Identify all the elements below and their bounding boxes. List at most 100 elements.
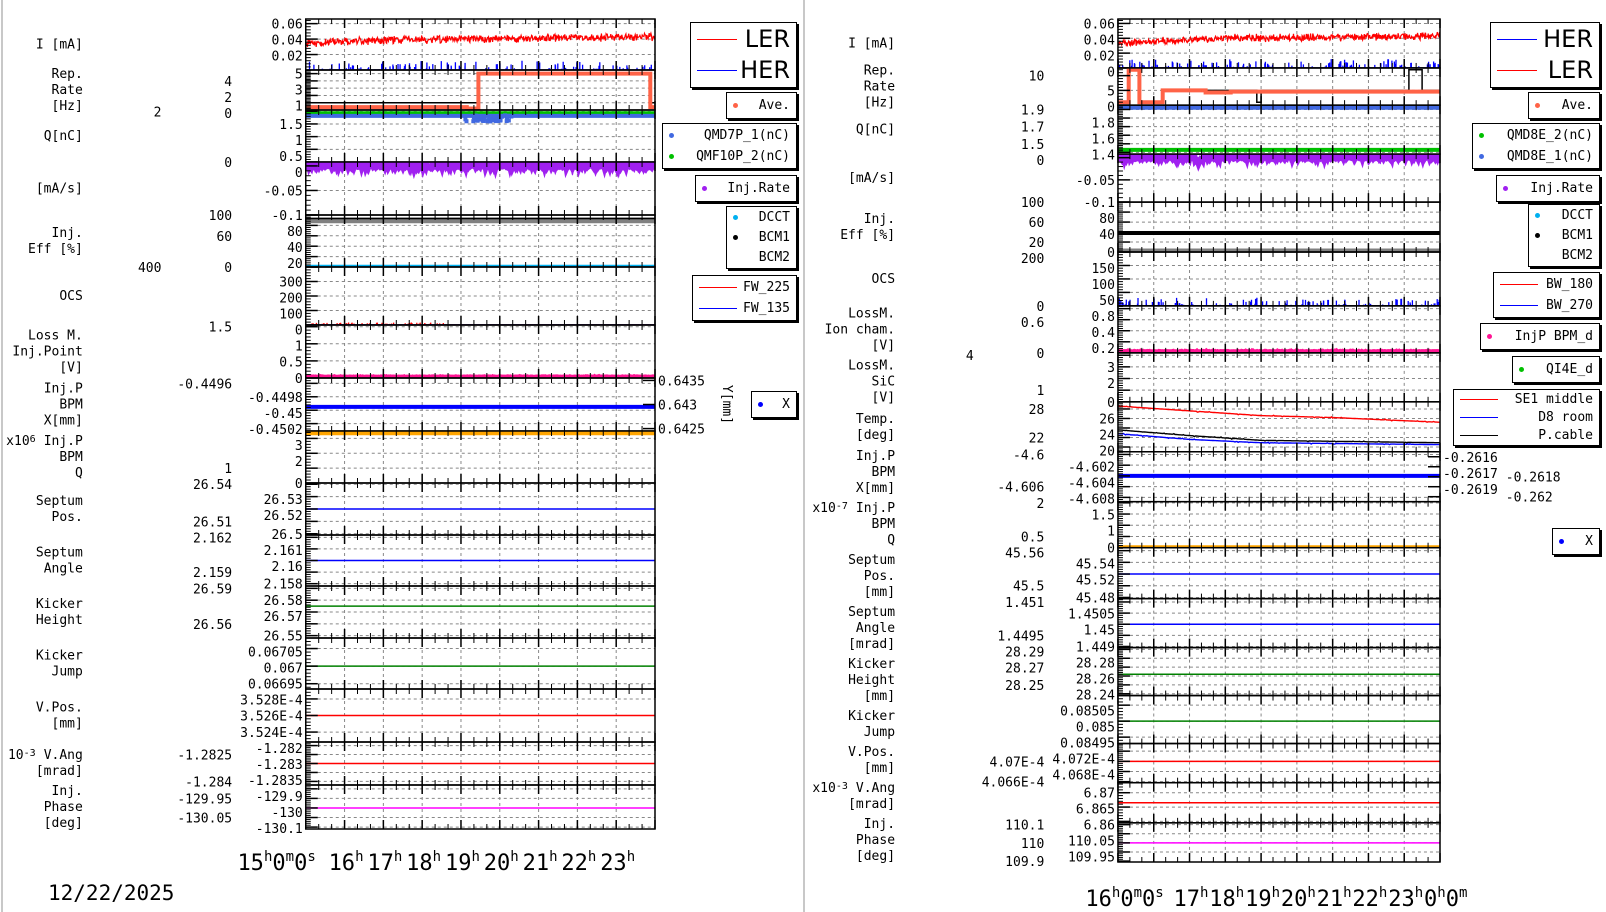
legend-box: Ave. — [726, 92, 797, 119]
y-axis-label: I [mA] — [36, 38, 83, 53]
y-axis-label: Septum — [848, 553, 895, 568]
y-tick-label: -0.4502 — [248, 423, 303, 438]
y-tick-label: 0.4 — [1091, 326, 1115, 341]
y-tick-label: 20 — [1099, 444, 1115, 459]
legend-entry: FW_225 — [699, 279, 790, 296]
y-tick-label: 50 — [1099, 294, 1115, 309]
y-tick-label: 1.7 — [1021, 121, 1044, 136]
axis-multiplier: x10-7 — [812, 501, 848, 516]
y-tick-label: -0.45 — [264, 407, 303, 422]
y-tick-label: 1 — [1107, 524, 1115, 539]
panel-10 — [1117, 500, 1441, 549]
y-axis-label: OCS — [872, 272, 895, 287]
y-tick-label: 3 — [1107, 361, 1115, 376]
legend-line-icon — [1460, 416, 1498, 418]
panel-17 — [1117, 822, 1441, 863]
time-tick-label: 22h — [1352, 885, 1387, 912]
legend-label: LER — [1547, 56, 1593, 84]
panel-15 — [1117, 742, 1441, 784]
legend-box: DCCT BCM1 BCM2 — [726, 206, 797, 269]
y-tick-label: 28.25 — [1005, 679, 1044, 694]
legend-dot-icon — [1487, 334, 1492, 339]
y-axis-label: Loss M. — [28, 329, 83, 344]
y-tick-label: -130.1 — [256, 822, 303, 837]
legend-box: HER LER — [1490, 22, 1600, 88]
panel-frame — [1117, 500, 1441, 549]
y-tick-label: 2.162 — [193, 531, 232, 546]
scatter-point — [492, 114, 497, 119]
y-tick-label: 109.9 — [1005, 855, 1044, 870]
y-tick-label: -4.606 — [997, 481, 1044, 496]
y-axis-label: I [mA] — [848, 36, 895, 51]
y-axis-label: Septum — [36, 546, 83, 561]
legend-entry: LER — [1497, 57, 1593, 85]
legend-label: Inj.Rate — [727, 181, 790, 196]
y-tick-label: 2 — [1036, 497, 1044, 512]
y-tick-label: 2 — [224, 91, 232, 106]
y-tick-label: -0.1 — [271, 209, 302, 224]
panel-14 — [305, 741, 656, 786]
y-tick-label: -129.95 — [177, 792, 232, 807]
y-axis-label: Eff [%] — [28, 242, 83, 257]
y-tick-label: 1.4495 — [997, 629, 1044, 644]
y-axis-label: Height — [848, 673, 895, 688]
panel-6 — [305, 324, 656, 379]
series-layer — [305, 111, 655, 124]
y-tick-label: -1.282 — [256, 742, 303, 757]
y-axis-label: [mm] — [864, 761, 895, 776]
legend-entry: InjP BPM_d — [1487, 328, 1593, 345]
y-tick-label: 0.08505 — [1060, 704, 1115, 719]
time-tick-label: 16h — [329, 849, 364, 876]
y-axis-label: [V] — [872, 338, 895, 353]
y-tick-label: 1 — [224, 462, 232, 477]
ler-series — [1117, 31, 1440, 48]
y-tick-label: 0.6 — [1021, 316, 1044, 331]
y-tick-label: -4.604 — [1068, 476, 1115, 491]
y-axis-label: [deg] — [856, 428, 895, 443]
panel-15 — [305, 784, 656, 830]
y-tick-label: 0.5 — [279, 356, 302, 371]
y-tick-label: 2 — [1107, 377, 1115, 392]
legend-entry: X — [1559, 533, 1593, 550]
panel-frame — [1117, 597, 1441, 649]
y-tick-label: 0.8 — [1091, 310, 1114, 325]
y-tick-label: 24 — [1099, 428, 1115, 443]
y-axis-label: Q — [887, 533, 895, 548]
scatter-point — [495, 117, 500, 122]
y-tick-label: 0.02 — [1084, 49, 1115, 64]
y-tick-label: 150 — [1091, 262, 1114, 277]
y-tick-label: 2.161 — [264, 544, 303, 559]
legend-entry: QMD8E_2(nC) — [1479, 127, 1593, 144]
time-tick-label: 18h — [406, 849, 441, 876]
y-tick-label: 0 — [1107, 246, 1115, 261]
legend-dot-icon — [1503, 186, 1508, 191]
y-tick-label: 5 — [1107, 84, 1115, 99]
ave--series — [305, 71, 655, 110]
scatter-point — [505, 113, 510, 118]
y-tick-label: 40 — [1099, 228, 1115, 243]
legend-label: FW_135 — [743, 301, 790, 316]
y-tick-label: 100 — [279, 308, 302, 323]
y-tick-label: 4 — [966, 349, 974, 364]
y-tick-label: 0 — [1036, 154, 1044, 169]
panel-0 — [1117, 18, 1441, 69]
legend-entry: X — [758, 396, 790, 413]
panel-1 — [1117, 67, 1441, 106]
panel-6 — [1117, 305, 1441, 354]
legend-entry: DCCT — [1535, 207, 1593, 224]
y-axis-label: Inj.P — [856, 449, 895, 464]
series-layer — [1117, 31, 1440, 68]
panel-11 — [305, 585, 656, 639]
y-tick-label: 28 — [1029, 403, 1045, 418]
y-tick-label: -0.1 — [1084, 196, 1115, 211]
y-axis-label: Inj. — [864, 817, 895, 832]
legend-box: QI4E_d — [1512, 356, 1600, 383]
legend-dot-icon — [758, 402, 763, 407]
y-tick-label: 3.526E-4 — [240, 710, 303, 725]
legend-box: X — [751, 391, 797, 418]
y-tick-label: 4.066E-4 — [982, 776, 1045, 791]
y-axis-label: Rep. — [52, 67, 83, 82]
y-tick-label: 2 — [154, 105, 162, 120]
panel-7: 0.6435 0.643 0.6425 Y[mm] — [305, 374, 734, 438]
